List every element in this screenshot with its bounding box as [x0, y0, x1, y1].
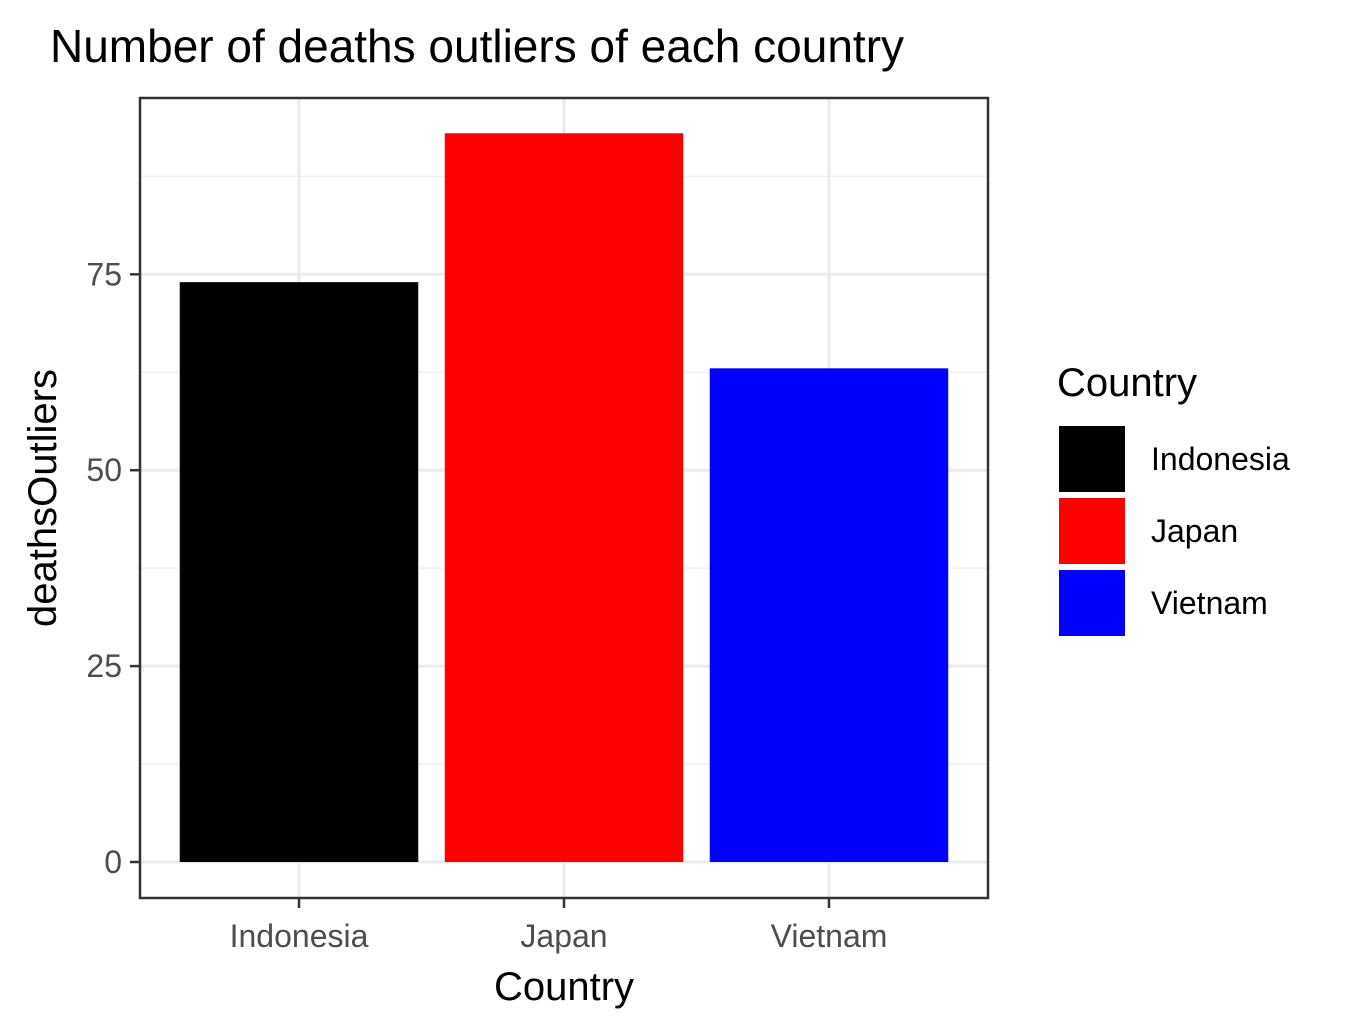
chart-title: Number of deaths outliers of each countr…	[50, 20, 904, 72]
bar-indonesia	[179, 282, 419, 863]
x-tick-label: Japan	[520, 918, 607, 954]
y-axis-title: deathsOutliers	[21, 369, 65, 627]
legend-label: Japan	[1151, 513, 1238, 549]
bar-japan	[444, 133, 684, 862]
y-tick-label: 25	[86, 648, 122, 684]
legend-title: Country	[1057, 361, 1197, 405]
y-tick-label: 0	[104, 844, 122, 880]
bars	[179, 133, 949, 863]
legend-label: Indonesia	[1151, 441, 1290, 477]
axes: 0 25 50 75 Indonesia Japan Vietnam	[86, 256, 887, 954]
x-tick-label: Indonesia	[230, 918, 369, 954]
x-axis-title: Country	[494, 965, 634, 1009]
legend-key-japan	[1059, 498, 1125, 564]
legend-label: Vietnam	[1151, 585, 1268, 621]
y-tick-label: 50	[86, 452, 122, 488]
legend-key-vietnam	[1059, 570, 1125, 636]
legend-key-indonesia	[1059, 426, 1125, 492]
bar-vietnam	[709, 368, 949, 862]
legend: Country Indonesia Japan Vietnam	[1057, 361, 1290, 636]
x-tick-label: Vietnam	[771, 918, 888, 954]
y-tick-label: 75	[86, 256, 122, 292]
